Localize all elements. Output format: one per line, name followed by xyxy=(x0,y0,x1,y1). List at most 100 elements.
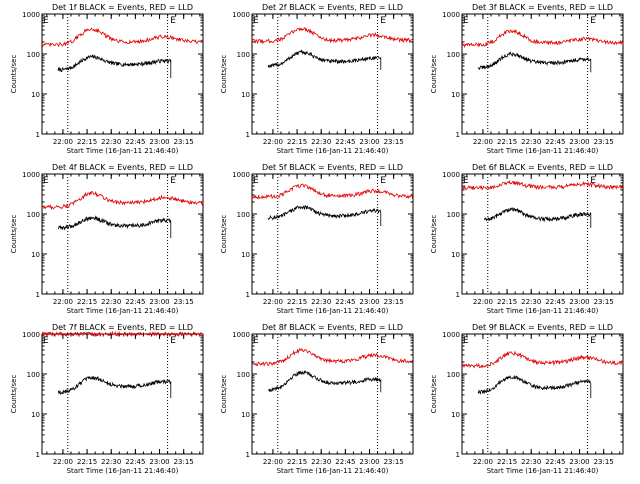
x-tick-label: 22:15 xyxy=(287,458,307,466)
event-marker-label: E xyxy=(253,176,259,186)
x-tick-label: 22:45 xyxy=(125,458,145,466)
x-axis-label: Start Time (16-Jan-11 21:46:40) xyxy=(487,307,599,315)
event-marker-label: E xyxy=(590,176,596,186)
y-tick-label: 1 xyxy=(246,291,250,299)
event-marker-label: E xyxy=(380,176,386,186)
y-tick-label: 10 xyxy=(31,411,40,419)
series-events-line xyxy=(57,215,172,239)
x-tick-label: 22:15 xyxy=(287,138,307,146)
chart-panel-3: Det 3f BLACK = Events, RED = LLD 1 10 100 10… xyxy=(430,3,624,155)
x-tick-label: 23:00 xyxy=(569,298,589,306)
chart-panel-7: Det 7f BLACK = Events, RED = LLD 1 10 100 10… xyxy=(10,323,204,475)
x-tick-label: 22:00 xyxy=(473,298,493,306)
x-tick-label: 22:45 xyxy=(545,298,565,306)
x-tick-label: 22:15 xyxy=(287,298,307,306)
event-marker-label: E xyxy=(590,16,596,26)
x-tick-label: 22:15 xyxy=(77,138,97,146)
y-axis-label: Counts/sec xyxy=(220,215,228,254)
y-tick-label: 1000 xyxy=(232,331,250,339)
y-tick-label: 10 xyxy=(451,411,460,419)
y-tick-label: 1 xyxy=(456,131,460,139)
series-lld-line xyxy=(461,29,624,49)
y-tick-label: 1 xyxy=(456,451,460,459)
x-tick-label: 22:30 xyxy=(521,138,541,146)
plot-frame xyxy=(41,173,204,295)
x-tick-label: 22:30 xyxy=(311,458,331,466)
chart-title: Det 5f BLACK = Events, RED = LLD xyxy=(262,163,403,172)
x-axis-label: Start Time (16-Jan-11 21:46:40) xyxy=(487,147,599,155)
x-tick-label: 22:30 xyxy=(521,458,541,466)
plot-frame xyxy=(461,333,624,455)
series-lld-line xyxy=(461,179,624,191)
y-tick-label: 100 xyxy=(447,51,460,59)
y-axis-label: Counts/sec xyxy=(220,375,228,414)
chart-title: Det 3f BLACK = Events, RED = LLD xyxy=(472,3,613,12)
x-tick-label: 22:30 xyxy=(311,138,331,146)
x-tick-label: 22:00 xyxy=(263,458,283,466)
plot-frame xyxy=(461,173,624,295)
event-marker-label: E xyxy=(43,336,49,346)
y-tick-label: 100 xyxy=(237,211,250,219)
y-tick-label: 10 xyxy=(31,91,40,99)
series-events-line xyxy=(57,375,172,399)
y-tick-label: 1000 xyxy=(442,171,460,179)
x-tick-label: 22:15 xyxy=(497,298,517,306)
x-tick-label: 23:15 xyxy=(594,138,614,146)
event-marker-label: E xyxy=(463,336,469,346)
x-tick-label: 22:15 xyxy=(497,138,517,146)
event-marker-label: E xyxy=(253,336,259,346)
x-axis-label: Start Time (16-Jan-11 21:46:40) xyxy=(67,147,179,155)
x-tick-label: 23:00 xyxy=(149,298,169,306)
x-tick-label: 22:00 xyxy=(53,458,73,466)
series-events-line xyxy=(267,204,382,226)
chart-panel-6: Det 6f BLACK = Events, RED = LLD 1 10 100 10… xyxy=(430,163,624,315)
x-axis-label: Start Time (16-Jan-11 21:46:40) xyxy=(277,307,389,315)
plot-frame xyxy=(41,333,204,455)
x-tick-label: 22:15 xyxy=(497,458,517,466)
event-marker-label: E xyxy=(380,336,386,346)
y-axis-label: Counts/sec xyxy=(10,215,18,254)
event-marker-label: E xyxy=(170,336,176,346)
y-tick-label: 1 xyxy=(36,451,40,459)
y-tick-label: 1 xyxy=(36,291,40,299)
chart-panel-5: Det 5f BLACK = Events, RED = LLD 1 10 100 10… xyxy=(220,163,414,315)
x-tick-label: 22:00 xyxy=(263,138,283,146)
x-tick-label: 23:00 xyxy=(569,458,589,466)
plot-frame xyxy=(251,173,414,295)
x-tick-label: 23:00 xyxy=(569,138,589,146)
x-tick-label: 22:45 xyxy=(335,298,355,306)
x-tick-label: 22:45 xyxy=(545,138,565,146)
x-tick-label: 23:15 xyxy=(594,298,614,306)
y-tick-label: 100 xyxy=(27,371,40,379)
y-axis-label: Counts/sec xyxy=(430,55,438,94)
x-tick-label: 22:00 xyxy=(473,458,493,466)
x-tick-label: 22:45 xyxy=(335,458,355,466)
chart-title: Det 8f BLACK = Events, RED = LLD xyxy=(262,323,403,332)
x-tick-label: 22:00 xyxy=(263,298,283,306)
event-marker-label: E xyxy=(170,176,176,186)
event-marker-label: E xyxy=(380,16,386,26)
series-events-line xyxy=(267,49,382,70)
plot-frame xyxy=(251,13,414,135)
y-tick-label: 100 xyxy=(27,51,40,59)
series-lld-line xyxy=(251,27,414,45)
event-marker-label: E xyxy=(463,16,469,26)
y-axis-label: Counts/sec xyxy=(430,375,438,414)
y-tick-label: 10 xyxy=(241,91,250,99)
event-marker-label: E xyxy=(590,336,596,346)
series-events-line xyxy=(57,54,172,79)
series-lld-line xyxy=(41,330,204,338)
x-tick-label: 23:15 xyxy=(174,298,194,306)
event-marker-label: E xyxy=(170,16,176,26)
y-axis-label: Counts/sec xyxy=(10,55,18,94)
x-tick-label: 22:15 xyxy=(77,458,97,466)
plot-frame xyxy=(41,13,204,135)
series-lld-line xyxy=(251,347,414,367)
chart-title: Det 1f BLACK = Events, RED = LLD xyxy=(52,3,193,12)
x-axis-label: Start Time (16-Jan-11 21:46:40) xyxy=(277,147,389,155)
y-tick-label: 1 xyxy=(456,291,460,299)
x-tick-label: 23:15 xyxy=(384,458,404,466)
series-lld-line xyxy=(41,27,204,48)
